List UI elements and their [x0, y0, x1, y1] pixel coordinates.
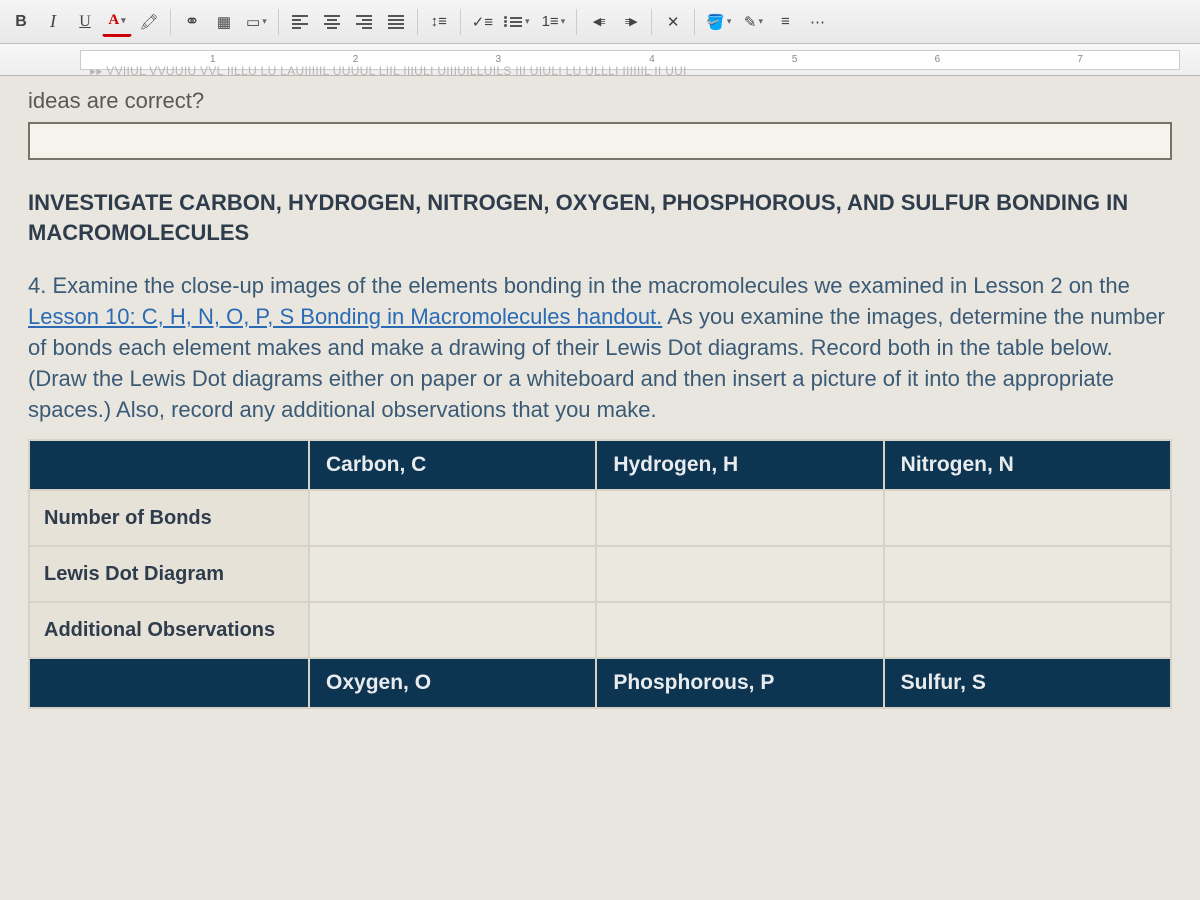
row-header-bonds: Number of Bonds	[29, 490, 309, 546]
outdent-icon: ◀≡	[593, 15, 604, 28]
toolbar-separator	[651, 9, 652, 35]
cell-carbon-bonds[interactable]	[309, 490, 596, 546]
highlight-icon: 🖍	[139, 13, 158, 31]
horizontal-ruler: 1 2 3 4 5 6 7 ▸▸ VVIIUL VVUUIU VVL IILLU…	[0, 44, 1200, 76]
toolbar-separator	[278, 9, 279, 35]
col-header-hydrogen: Hydrogen, H	[596, 440, 883, 490]
cell-carbon-obs[interactable]	[309, 602, 596, 658]
col-header-carbon: Carbon, C	[309, 440, 596, 490]
align-right-button[interactable]	[349, 7, 379, 37]
numbered-list-button[interactable]: 1≡	[537, 7, 571, 37]
toolbar-separator	[460, 9, 461, 35]
table-corner	[29, 658, 309, 708]
table-row: Lewis Dot Diagram	[29, 546, 1171, 602]
line-spacing-button[interactable]: ↕≡	[424, 7, 454, 37]
italic-button[interactable]: I	[38, 7, 68, 37]
paint-format-button[interactable]: 🪣	[701, 7, 736, 37]
pen-icon: ✎	[744, 13, 757, 31]
toolbar-separator	[576, 9, 577, 35]
document-page[interactable]: ideas are correct? INVESTIGATE CARBON, H…	[0, 76, 1200, 900]
checklist-button[interactable]: ✓≡	[467, 7, 498, 37]
align-center-icon	[324, 15, 340, 29]
col-header-oxygen: Oxygen, O	[309, 658, 596, 708]
cell-hydrogen-obs[interactable]	[596, 602, 883, 658]
col-header-nitrogen: Nitrogen, N	[884, 440, 1171, 490]
align-left-button[interactable]	[285, 7, 315, 37]
insert-object-button[interactable]: ▭	[241, 7, 272, 37]
row-header-lewis: Lewis Dot Diagram	[29, 546, 309, 602]
formatting-toolbar: B I U A 🖍 ⚭ ▦ ▭ ↕≡ ✓≡ 1≡ ◀≡ ≡▶ ✕ 🪣 ✎ ≡ ⋯	[0, 0, 1200, 44]
clear-formatting-button[interactable]: ✕	[658, 7, 688, 37]
answer-input-box[interactable]	[28, 122, 1172, 160]
row-header-observations-text: Additional Observations	[44, 619, 275, 641]
prior-question-tail: ideas are correct?	[28, 88, 1172, 114]
pen-button[interactable]: ✎	[738, 7, 768, 37]
decrease-indent-button[interactable]: ◀≡	[583, 7, 613, 37]
align-center-button[interactable]	[317, 7, 347, 37]
insert-link-button[interactable]: ⚭	[177, 7, 207, 37]
cell-hydrogen-bonds[interactable]	[596, 490, 883, 546]
align-right-icon	[356, 15, 372, 29]
align-justify-button[interactable]	[381, 7, 411, 37]
overflow-button[interactable]: ⋯	[802, 7, 832, 37]
row-header-observations: Additional Observations	[29, 602, 309, 658]
bulleted-list-button[interactable]	[500, 7, 535, 37]
col-header-phosphorous: Phosphorous, P	[596, 658, 883, 708]
instruction-paragraph: 4. Examine the close-up images of the el…	[28, 271, 1172, 425]
more-options-button[interactable]: ≡	[770, 7, 800, 37]
toolbar-separator	[417, 9, 418, 35]
cell-nitrogen-bonds[interactable]	[884, 490, 1171, 546]
paragraph-text: 4. Examine the close-up images of the el…	[28, 273, 1130, 298]
bold-button[interactable]: B	[6, 7, 36, 37]
table-row: Number of Bonds	[29, 490, 1171, 546]
indent-icon: ≡▶	[625, 15, 636, 28]
ghosted-prior-text: ▸▸ VVIIUL VVUUIU VVL IILLU LU LAUIIIIIL …	[90, 64, 1180, 76]
elements-table: Carbon, C Hydrogen, H Nitrogen, N Number…	[28, 439, 1172, 709]
table-corner	[29, 440, 309, 490]
cell-nitrogen-obs[interactable]	[884, 602, 1171, 658]
cell-nitrogen-lewis[interactable]	[884, 546, 1171, 602]
table-row: Additional Observations	[29, 602, 1171, 658]
insert-image-button[interactable]: ▦	[209, 7, 239, 37]
section-heading: INVESTIGATE CARBON, HYDROGEN, NITROGEN, …	[28, 188, 1172, 247]
cell-carbon-lewis[interactable]	[309, 546, 596, 602]
col-header-sulfur: Sulfur, S	[884, 658, 1171, 708]
toolbar-separator	[170, 9, 171, 35]
cell-hydrogen-lewis[interactable]	[596, 546, 883, 602]
highlight-button[interactable]: 🖍	[134, 7, 164, 37]
toolbar-separator	[694, 9, 695, 35]
handout-link[interactable]: Lesson 10: C, H, N, O, P, S Bonding in M…	[28, 304, 662, 329]
bullet-list-icon	[505, 17, 523, 27]
align-justify-icon	[388, 15, 404, 29]
paint-icon: 🪣	[706, 13, 725, 31]
underline-button[interactable]: U	[70, 7, 100, 37]
font-color-button[interactable]: A	[102, 7, 132, 37]
increase-indent-button[interactable]: ≡▶	[615, 7, 645, 37]
align-left-icon	[292, 15, 308, 29]
